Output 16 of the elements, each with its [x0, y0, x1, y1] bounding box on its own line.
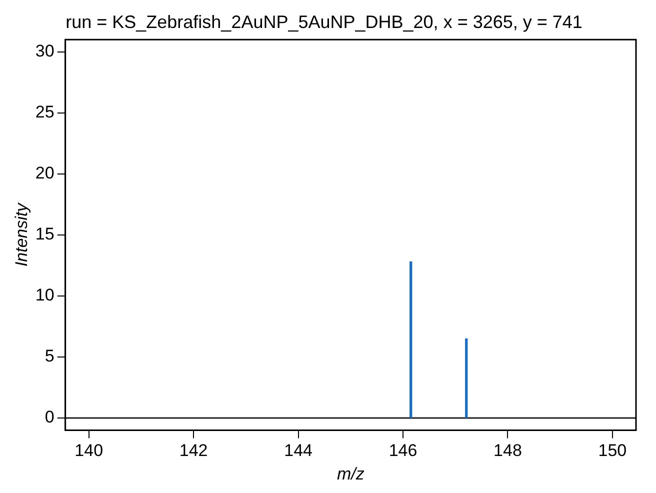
x-axis-title: m/z: [336, 464, 365, 484]
chart-title: run = KS_Zebrafish_2AuNP_5AuNP_DHB_20, x = 3265, y = 741: [66, 12, 582, 32]
y-tick-label: 5: [44, 346, 54, 366]
y-tick-label: 30: [35, 41, 54, 60]
y-tick-label: 10: [35, 286, 54, 305]
x-tick-label: 140: [74, 441, 104, 460]
x-tick-label: 144: [284, 441, 312, 460]
y-tick-label: 0: [44, 408, 54, 427]
x-tick-label: 146: [388, 441, 418, 460]
y-tick-label: 20: [35, 164, 54, 183]
x-tick-label: 142: [179, 441, 208, 460]
x-tick-label: 148: [494, 441, 522, 460]
y-axis-title: Intensity: [12, 202, 31, 267]
y-tick-label: 15: [35, 224, 54, 244]
y-tick-label: 25: [35, 102, 54, 122]
x-tick-label: 150: [598, 441, 627, 460]
